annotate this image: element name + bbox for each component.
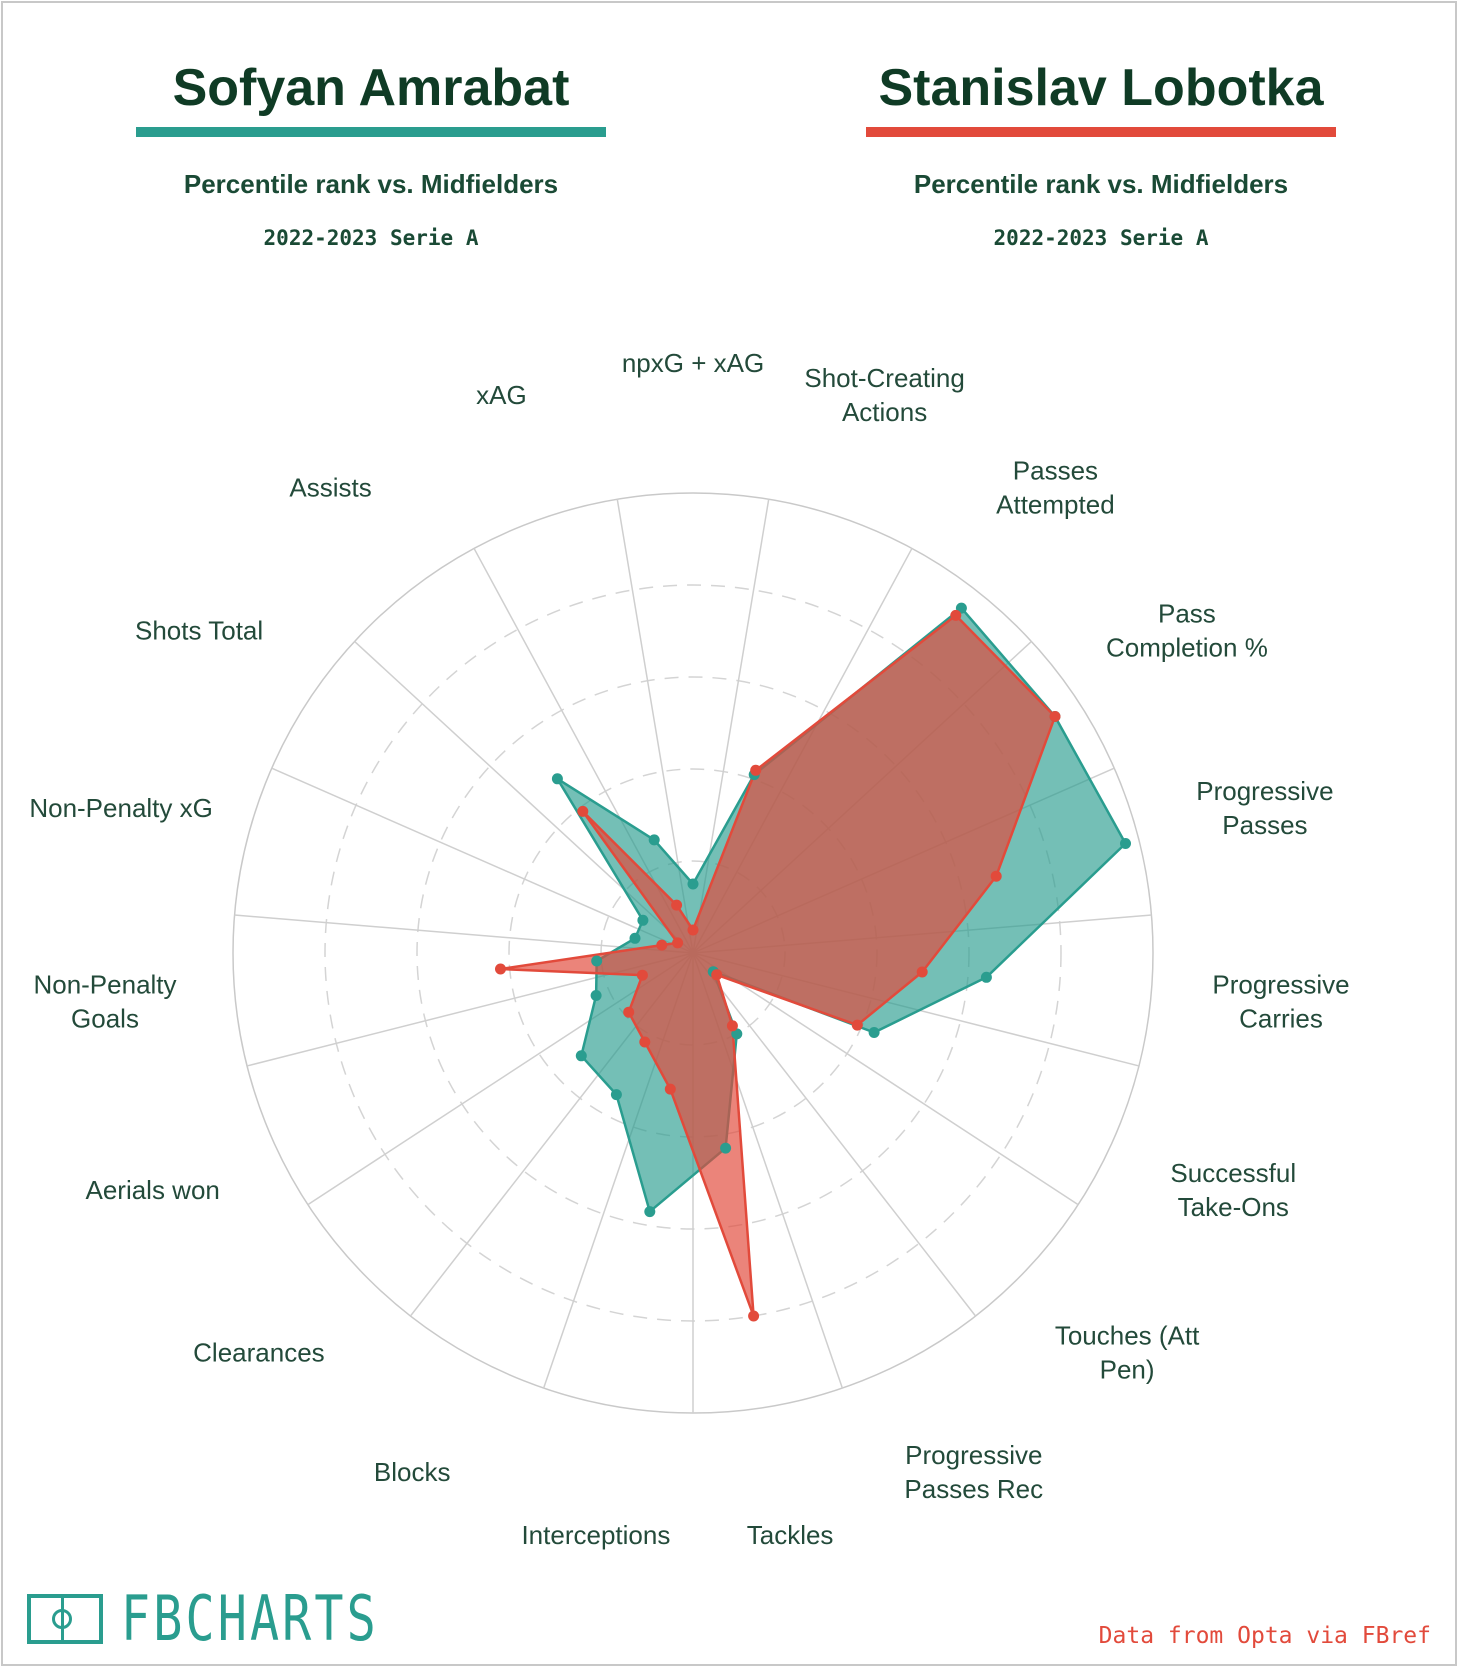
player-season: 2022-2023 Serie A xyxy=(263,226,479,250)
lobotka-point xyxy=(577,805,589,817)
amrabat-point xyxy=(868,1027,880,1038)
player-header-amrabat: Sofyan Amrabat Percentile rank vs. Midfi… xyxy=(131,53,611,250)
amrabat-point xyxy=(644,1206,656,1218)
amrabat-point xyxy=(575,1050,587,1062)
lobotka-point xyxy=(671,899,683,911)
axis-label: Successful Take-Ons xyxy=(1170,1158,1296,1222)
logo-text: FBCHARTS xyxy=(121,1582,379,1655)
axis-label: Passes Attempted xyxy=(996,455,1115,519)
axis-label: xAG xyxy=(476,380,527,410)
lobotka-point xyxy=(1049,711,1061,722)
amrabat-point xyxy=(720,1142,732,1154)
player-color-bar xyxy=(866,127,1336,137)
lobotka-point xyxy=(639,1036,651,1048)
lobotka-point xyxy=(687,924,699,936)
axis-label: npxG + xAG xyxy=(622,348,764,378)
amrabat-point xyxy=(1120,838,1131,849)
lobotka-point xyxy=(623,1006,635,1018)
fbcharts-logo: FBCHARTS xyxy=(27,1587,452,1651)
lobotka-point xyxy=(726,1020,738,1032)
amrabat-point xyxy=(648,834,660,846)
amrabat-point xyxy=(629,932,641,944)
axis-label: Touches (Att Pen) xyxy=(1055,1321,1200,1385)
amrabat-point xyxy=(590,990,602,1001)
player-subtitle: Percentile rank vs. Midfielders xyxy=(913,169,1289,199)
axis-label: Tackles xyxy=(747,1520,834,1550)
axis-label: Blocks xyxy=(374,1457,451,1487)
lobotka-point xyxy=(916,966,928,978)
axis-label: Assists xyxy=(289,472,371,502)
lobotka-point xyxy=(851,1019,863,1031)
axis-label: Progressive Passes Rec xyxy=(904,1440,1043,1504)
lobotka-point xyxy=(990,870,1002,882)
player-subtitle: Percentile rank vs. Midfielders xyxy=(183,169,559,199)
lobotka-point xyxy=(672,937,684,949)
lobotka-point xyxy=(495,963,506,975)
amrabat-point xyxy=(551,773,563,785)
axis-label: Shots Total xyxy=(135,615,263,645)
axis-label: Progressive Carries xyxy=(1212,970,1349,1034)
lobotka-point xyxy=(656,939,668,951)
amrabat-point xyxy=(591,955,603,967)
axis-label: Non-Penalty xG xyxy=(29,793,213,823)
radar-spoke xyxy=(271,767,694,954)
pitch-icon xyxy=(27,1594,103,1644)
radar-chart: npxG + xAG Shot-Creating Actions Passes Atte… xyxy=(29,348,1349,1550)
radar-spoke xyxy=(692,952,977,1317)
lobotka-point xyxy=(750,764,762,776)
player-season: 2022-2023 Serie A xyxy=(993,226,1209,250)
lobotka-point xyxy=(636,969,648,981)
player-color-bar xyxy=(136,127,606,137)
amrabat-point xyxy=(610,1089,622,1101)
lobotka-point xyxy=(664,1083,676,1095)
lobotka-point xyxy=(748,1310,760,1322)
radar-spoke xyxy=(234,914,694,954)
amrabat-point xyxy=(731,1028,743,1040)
player-header-lobotka: Stanislav Lobotka Percentile rank vs. Mi… xyxy=(861,53,1341,250)
player-name: Stanislav Lobotka xyxy=(878,59,1324,117)
lobotka-point xyxy=(950,609,962,621)
amrabat-point xyxy=(687,878,699,890)
lobotka-point xyxy=(711,969,723,981)
axis-label: Pass Completion % xyxy=(1106,598,1268,662)
axis-label: Clearances xyxy=(193,1338,325,1368)
data-credit: Data from Opta via FBref xyxy=(1098,1623,1431,1649)
axis-label: Shot-Creating Actions xyxy=(804,363,964,427)
axis-label: Interceptions xyxy=(521,1520,670,1550)
axis-label: Non-Penalty Goals xyxy=(33,970,176,1034)
radar-spoke xyxy=(692,952,1079,1206)
amrabat-point xyxy=(980,971,992,983)
axis-label: Aerials won xyxy=(85,1175,219,1205)
amrabat-point xyxy=(637,914,649,926)
player-name: Sofyan Amrabat xyxy=(172,59,570,117)
axis-label: Progressive Passes xyxy=(1196,776,1333,840)
